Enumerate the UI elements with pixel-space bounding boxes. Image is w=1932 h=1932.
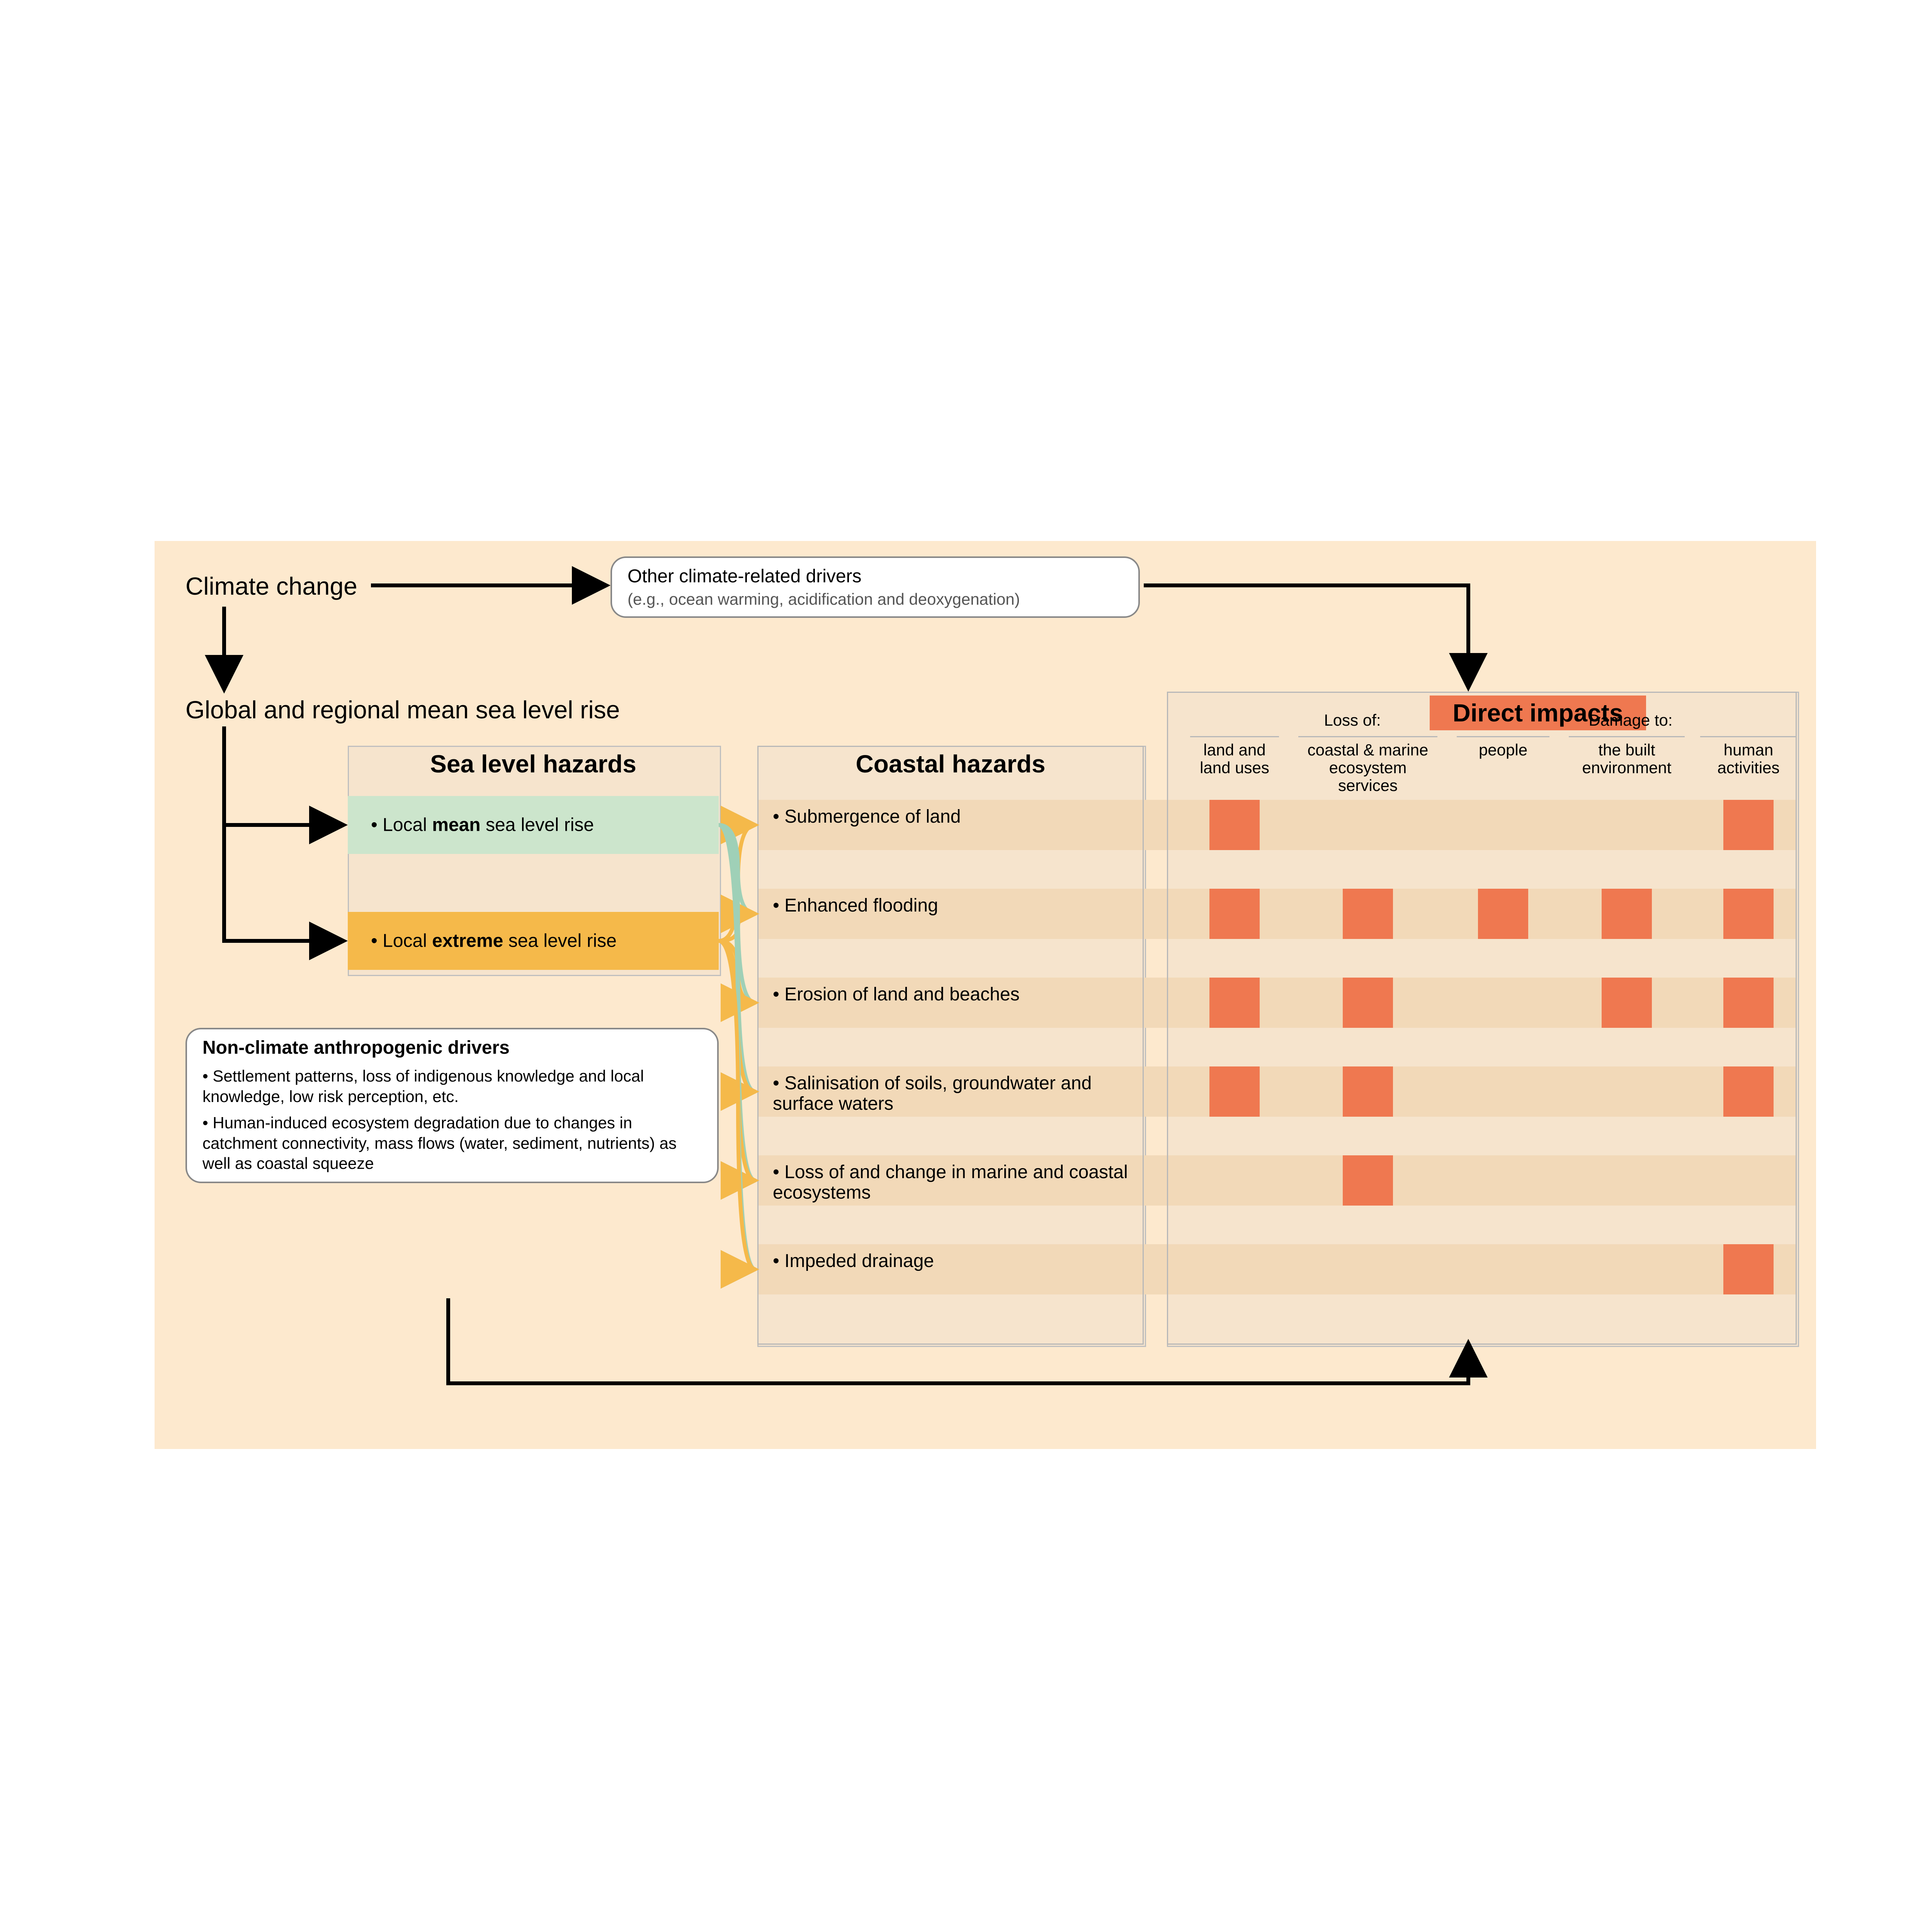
arrow: [155, 541, 1816, 1449]
